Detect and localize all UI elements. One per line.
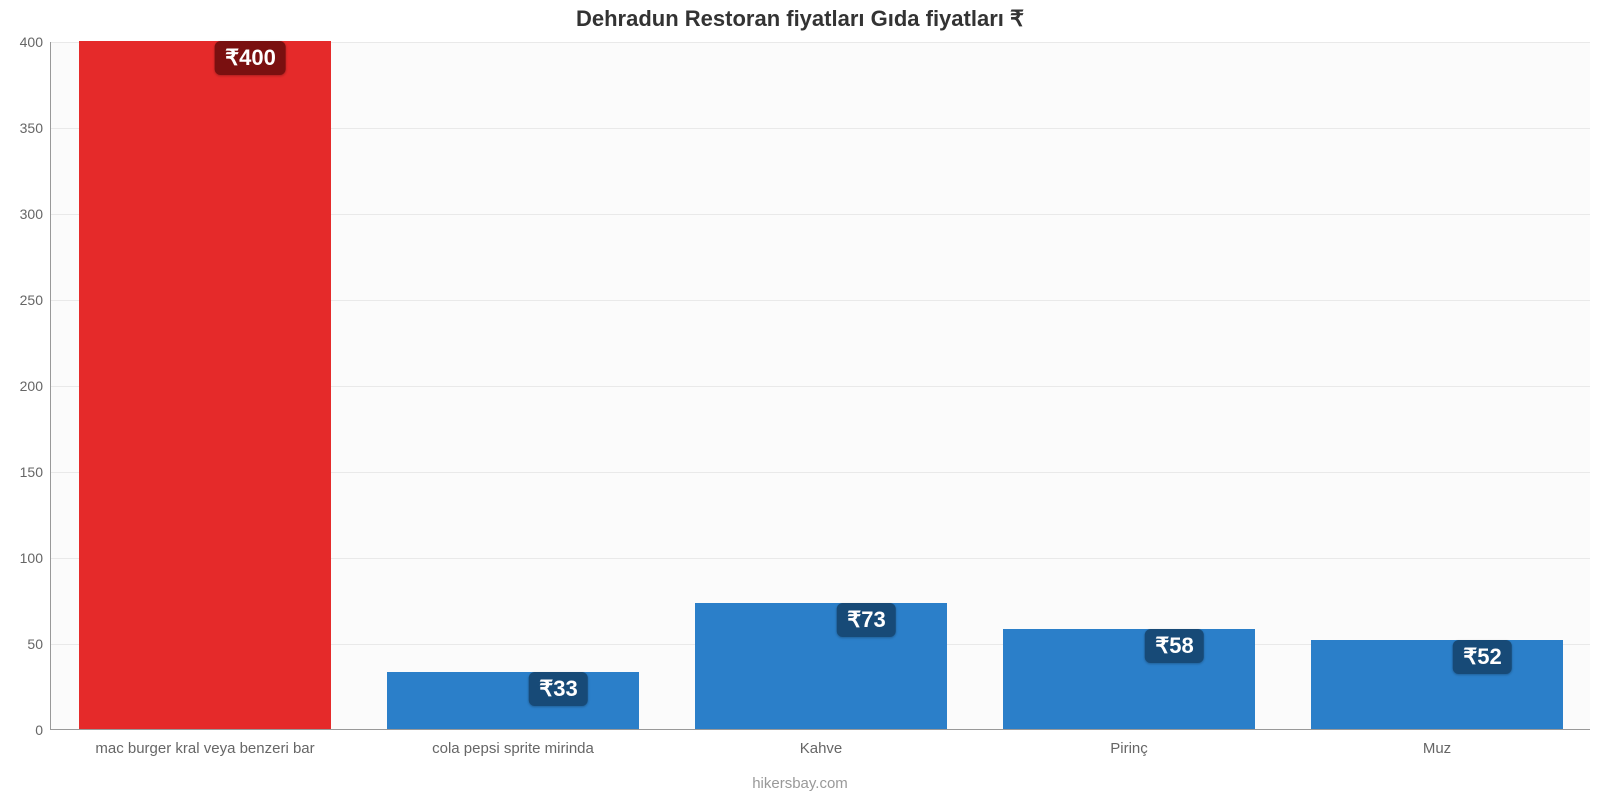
chart-title: Dehradun Restoran fiyatları Gıda fiyatla… <box>0 6 1600 32</box>
x-tick-label: cola pepsi sprite mirinda <box>432 740 594 757</box>
x-tick-label: Pirinç <box>1110 740 1148 757</box>
x-tick-label: Kahve <box>800 740 843 757</box>
y-tick-label: 400 <box>20 34 51 50</box>
chart-footer: hikersbay.com <box>0 775 1600 792</box>
y-tick-label: 350 <box>20 120 51 136</box>
x-tick-label: mac burger kral veya benzeri bar <box>95 740 314 757</box>
value-badge: ₹58 <box>1145 629 1203 663</box>
chart-container: Dehradun Restoran fiyatları Gıda fiyatla… <box>0 0 1600 800</box>
y-tick-label: 200 <box>20 378 51 394</box>
y-tick-label: 100 <box>20 550 51 566</box>
bars-layer <box>51 42 1590 729</box>
y-tick-label: 50 <box>27 636 51 652</box>
value-badge: ₹400 <box>215 41 286 75</box>
bar[interactable] <box>1311 640 1564 729</box>
y-tick-label: 0 <box>35 722 51 738</box>
bar[interactable] <box>79 41 332 729</box>
bar[interactable] <box>695 603 948 729</box>
plot-area: 050100150200250300350400 ₹400₹33₹73₹58₹5… <box>50 42 1590 730</box>
bar[interactable] <box>387 672 640 729</box>
x-tick-label: Muz <box>1423 740 1451 757</box>
y-tick-label: 250 <box>20 292 51 308</box>
value-badge: ₹73 <box>837 603 895 637</box>
y-tick-label: 300 <box>20 206 51 222</box>
value-badge: ₹33 <box>529 672 587 706</box>
y-tick-label: 150 <box>20 464 51 480</box>
bar[interactable] <box>1003 629 1256 729</box>
value-badge: ₹52 <box>1453 640 1511 674</box>
